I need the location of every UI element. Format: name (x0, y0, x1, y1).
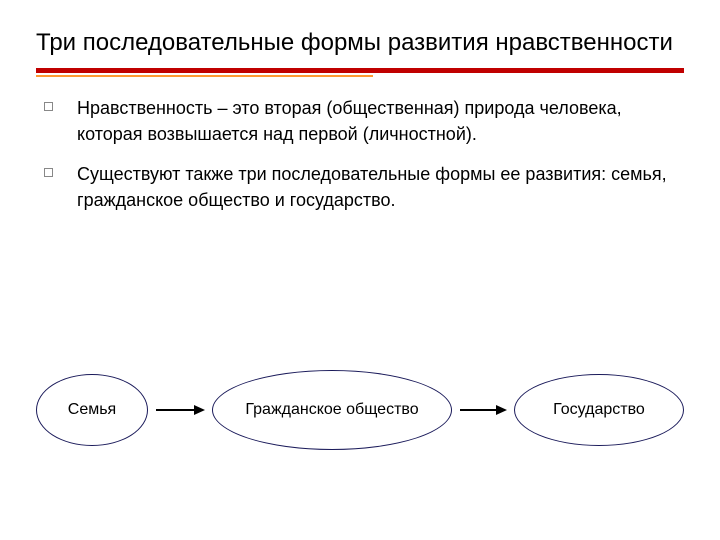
arrow-line (156, 409, 194, 410)
arrow-icon (156, 405, 205, 415)
flow-node-civil-society: Гражданское общество (212, 370, 452, 450)
rule-red (36, 68, 684, 73)
node-label: Государство (553, 401, 645, 419)
flow-node-state: Государство (514, 374, 684, 446)
bullet-text: Существуют также три последовательные фо… (77, 161, 684, 213)
flow-node-family: Семья (36, 374, 148, 446)
rule-orange (36, 75, 373, 77)
arrow-line (460, 409, 496, 410)
bullet-text: Нравственность – это вторая (общественна… (77, 95, 684, 147)
title-underline (36, 68, 684, 77)
node-label: Семья (68, 401, 116, 419)
arrow-head-icon (496, 405, 507, 415)
flow-diagram: Семья Гражданское общество Государство (36, 370, 684, 450)
square-bullet-icon (44, 168, 53, 177)
bullet-list: Нравственность – это вторая (общественна… (36, 95, 684, 213)
list-item: Нравственность – это вторая (общественна… (44, 95, 684, 147)
arrow-head-icon (194, 405, 205, 415)
square-bullet-icon (44, 102, 53, 111)
slide: Три последовательные формы развития нрав… (0, 0, 720, 540)
node-label: Гражданское общество (245, 401, 418, 419)
arrow-icon (460, 405, 507, 415)
list-item: Существуют также три последовательные фо… (44, 161, 684, 213)
page-title: Три последовательные формы развития нрав… (36, 28, 684, 58)
